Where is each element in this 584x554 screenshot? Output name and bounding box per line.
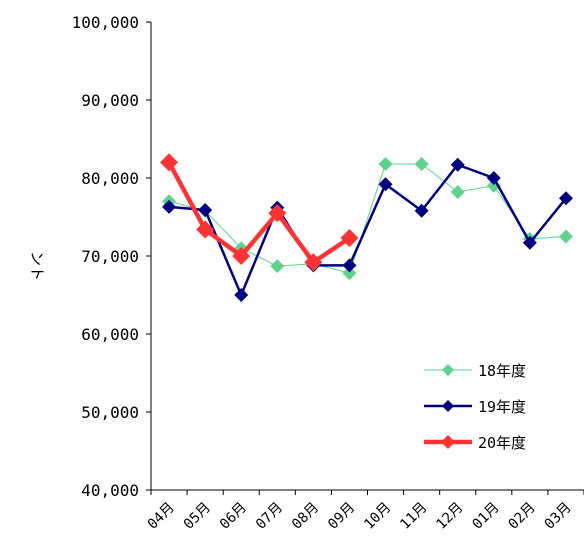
x-category-label: 11月 bbox=[397, 500, 430, 533]
y-axis-title: ント bbox=[28, 251, 46, 281]
legend: 18年度 19年度 20年度 bbox=[424, 362, 526, 452]
data-point-marker bbox=[232, 247, 251, 265]
y-tick-label: 80,000 bbox=[81, 169, 139, 188]
data-point-marker bbox=[342, 266, 357, 281]
data-point-marker bbox=[340, 229, 359, 248]
x-category-label: 07月 bbox=[253, 500, 286, 533]
legend-swatch-marker bbox=[441, 435, 455, 449]
series-line bbox=[167, 161, 351, 265]
x-ticks: 04月 05月 06月 07月 08月 09月 10月 11月 12月 01月 02月 03月 bbox=[145, 490, 584, 533]
x-category-label: 12月 bbox=[433, 500, 466, 533]
data-point-marker bbox=[414, 156, 429, 171]
series-line bbox=[168, 163, 567, 297]
y-ticks: 40,000 50,000 60,000 70,000 80,000 90,000 100,… bbox=[72, 13, 151, 500]
y-tick-label: 90,000 bbox=[81, 91, 139, 110]
data-point-marker bbox=[160, 153, 179, 172]
x-category-label: 06月 bbox=[217, 500, 250, 533]
x-category-label: 01月 bbox=[469, 500, 502, 533]
data-point-marker bbox=[270, 259, 285, 274]
x-category-label: 02月 bbox=[506, 500, 539, 533]
data-point-marker bbox=[558, 229, 573, 244]
legend-item: 20年度 bbox=[424, 434, 526, 452]
data-point-marker bbox=[342, 258, 357, 273]
series-line bbox=[168, 163, 566, 274]
data-point-marker bbox=[196, 220, 215, 239]
x-category-label: 03月 bbox=[542, 500, 575, 533]
legend-item: 19年度 bbox=[424, 398, 526, 416]
data-point-marker bbox=[522, 235, 537, 250]
y-tick-label: 60,000 bbox=[81, 325, 139, 344]
data-point-marker bbox=[450, 185, 465, 200]
y-tick-label: 50,000 bbox=[81, 403, 139, 422]
series-1 bbox=[162, 156, 573, 281]
y-tick-label: 100,000 bbox=[72, 13, 139, 32]
data-point-marker bbox=[558, 191, 573, 206]
legend-swatch-marker bbox=[442, 400, 454, 412]
legend-label: 18年度 bbox=[478, 362, 526, 380]
axes bbox=[150, 22, 584, 491]
data-point-marker bbox=[486, 171, 501, 185]
y-tick-label: 40,000 bbox=[81, 481, 139, 500]
data-point-marker bbox=[198, 202, 213, 217]
data-point-marker bbox=[162, 199, 177, 214]
x-category-label: 10月 bbox=[361, 500, 394, 533]
legend-swatch-marker bbox=[442, 364, 454, 376]
series-layer bbox=[160, 153, 573, 302]
data-point-marker bbox=[378, 156, 393, 171]
data-point-marker bbox=[378, 177, 393, 192]
legend-label: 19年度 bbox=[478, 398, 526, 416]
x-category-label: 04月 bbox=[145, 500, 178, 533]
legend-label: 20年度 bbox=[478, 434, 526, 452]
data-point-marker bbox=[414, 203, 429, 218]
data-point-marker bbox=[234, 288, 249, 302]
x-category-label: 09月 bbox=[325, 500, 358, 533]
x-category-label: 05月 bbox=[181, 500, 214, 533]
x-category-label: 08月 bbox=[289, 500, 322, 533]
data-point-marker bbox=[304, 253, 323, 272]
series-3 bbox=[160, 153, 359, 272]
data-point-marker bbox=[450, 157, 465, 172]
data-point-marker bbox=[268, 204, 287, 223]
y-tick-label: 70,000 bbox=[81, 247, 139, 266]
legend-item: 18年度 bbox=[424, 362, 526, 380]
